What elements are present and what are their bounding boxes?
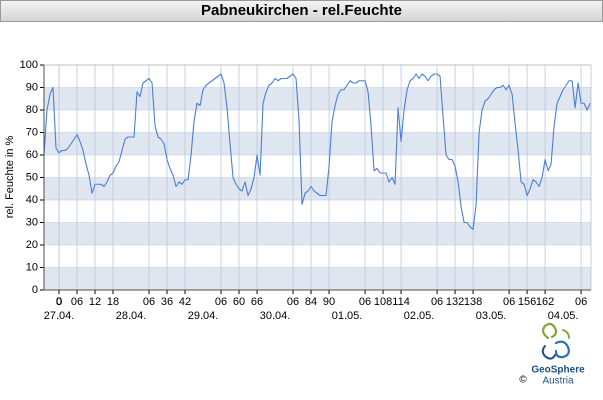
x-tick-label: 156: [518, 296, 536, 308]
x-tick-label: 108: [374, 296, 392, 308]
lines: [43, 73, 591, 230]
y-tick-label: 10: [26, 261, 38, 273]
x-tick-label: 138: [464, 296, 482, 308]
date-label: 29.04.: [188, 310, 219, 322]
grid-band: [44, 132, 591, 155]
y-tick-label: 30: [26, 216, 38, 228]
x-tick-label: 06: [287, 296, 299, 308]
date-label: 02.05.: [404, 310, 435, 322]
y-tick-label: 0: [32, 284, 38, 296]
x-tick-label: 36: [161, 296, 173, 308]
plot-frame: [43, 64, 592, 291]
x-tick-label: 66: [251, 296, 263, 308]
grid: [44, 64, 591, 291]
x-tick-label: 0: [56, 296, 62, 308]
x-tick-label: 0: [56, 296, 62, 308]
x-tick-label: 06: [503, 296, 515, 308]
y-tick-label: 100: [20, 59, 38, 71]
logo-sub: Austria: [542, 376, 574, 387]
x-tick-label: 06: [71, 296, 83, 308]
x-tick-label: 06: [575, 296, 587, 308]
x-tick-label: 18: [107, 296, 119, 308]
x-tick-label: 0: [56, 296, 62, 308]
x-tick-label: 60: [233, 296, 245, 308]
y-axis-label: rel. Feuchte in %: [4, 136, 16, 219]
date-label: 28.04.: [116, 310, 147, 322]
y-tick-label: 80: [26, 104, 38, 116]
x-tick-label: 114: [392, 296, 410, 308]
logo: [541, 322, 570, 360]
date-label: 01.05.: [332, 310, 363, 322]
logo-swirl: [562, 329, 570, 339]
y-tick-label: 50: [26, 171, 38, 183]
x-tick-label: 06: [215, 296, 227, 308]
x-tick-label: 0: [56, 296, 62, 308]
y-tick-label: 20: [26, 239, 38, 251]
logo-swirl: [541, 322, 558, 340]
y-tick-label: 40: [26, 194, 38, 206]
logo-swirl: [554, 340, 570, 359]
grid-band: [44, 87, 591, 110]
logo-name: GeoSphere: [531, 365, 585, 376]
x-tick-label: 06: [143, 296, 155, 308]
data-line: [43, 73, 591, 230]
x-tick-label: 12: [89, 296, 101, 308]
grid-band: [44, 267, 591, 290]
y-tick-label: 60: [26, 149, 38, 161]
x-tick-label: 42: [179, 296, 191, 308]
copyright: ©: [519, 375, 527, 386]
date-label: 30.04.: [260, 310, 291, 322]
y-tick-label: 70: [26, 126, 38, 138]
x-tick-label: 0: [56, 296, 62, 308]
x-tick-label: 90: [323, 296, 335, 308]
x-tick-label: 132: [446, 296, 464, 308]
x-tick-label: 0: [56, 296, 62, 308]
grid-band: [44, 222, 591, 245]
logo-swirl: [541, 345, 556, 360]
x-tick-label: 06: [359, 296, 371, 308]
x-tick-label: 0: [56, 296, 62, 308]
x-tick-label: 06: [431, 296, 443, 308]
y-tick-label: 90: [26, 81, 38, 93]
axes: [40, 64, 592, 294]
x-tick-label: 84: [305, 296, 317, 308]
x-tick-label: 0: [56, 296, 62, 308]
chart-title: Pabneukirchen - rel.Feuchte: [0, 0, 603, 22]
date-label: 03.05.: [476, 310, 507, 322]
x-tick-label: 162: [536, 296, 554, 308]
date-label: 27.04.: [44, 310, 75, 322]
date-label: 04.05.: [548, 310, 579, 322]
